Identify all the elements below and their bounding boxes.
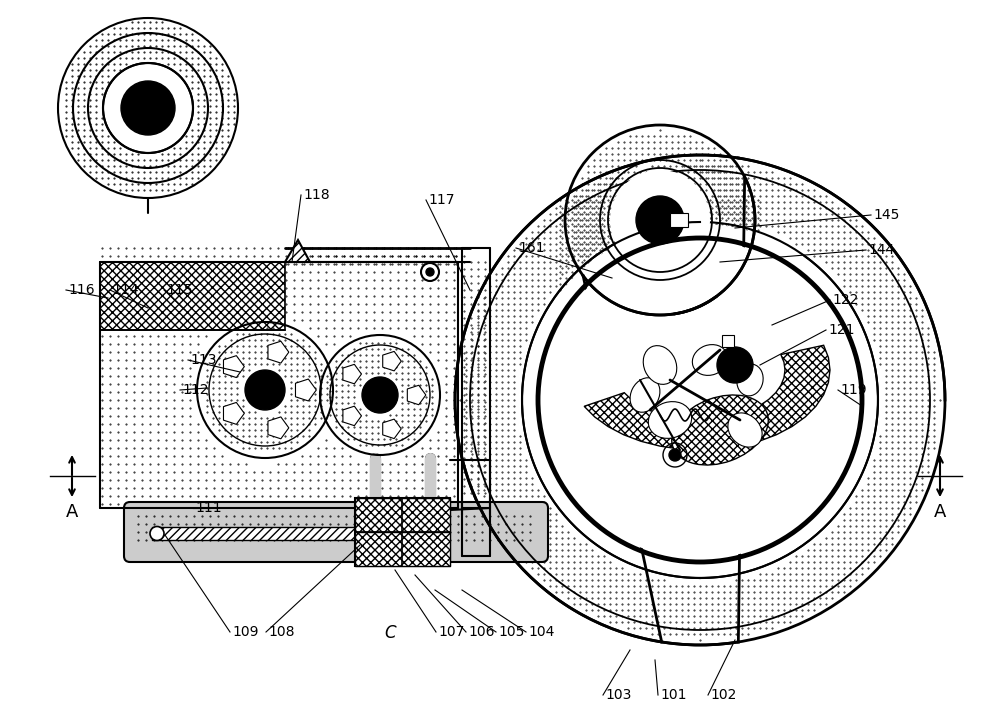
Ellipse shape [672,395,768,465]
Bar [152,527,362,540]
Bar [355,498,450,532]
Ellipse shape [692,345,728,375]
Polygon shape [295,379,316,401]
Text: 117: 117 [428,193,454,207]
Text: 106: 106 [468,625,494,639]
Circle shape [610,170,710,270]
Circle shape [524,224,876,576]
Text: 105: 105 [498,625,524,639]
Text: 107: 107 [438,625,464,639]
Ellipse shape [728,413,762,447]
Ellipse shape [737,364,763,396]
Text: 112: 112 [182,383,208,397]
Polygon shape [268,417,289,439]
Text: 119: 119 [840,383,867,397]
FancyBboxPatch shape [124,502,548,562]
Text: 102: 102 [710,688,736,702]
Circle shape [426,268,434,276]
Text: 121: 121 [828,323,854,337]
Circle shape [150,526,164,540]
Circle shape [362,377,398,413]
Text: 108: 108 [268,625,294,639]
Bar [100,262,285,330]
Text: 161: 161 [518,241,545,255]
Text: 109: 109 [232,625,258,639]
Circle shape [245,370,285,410]
Bar [722,335,734,347]
Polygon shape [343,364,361,384]
Text: 145: 145 [873,208,899,222]
Polygon shape [383,351,401,371]
Text: C: C [384,624,396,642]
Text: 101: 101 [660,688,686,702]
Circle shape [541,241,859,559]
Bar [355,498,450,566]
Text: 104: 104 [528,625,554,639]
Text: A: A [66,503,78,521]
Text: 116: 116 [68,283,95,297]
Text: 144: 144 [868,243,894,257]
Bar [355,532,450,566]
Polygon shape [343,406,361,425]
Polygon shape [383,419,401,439]
Text: 113: 113 [190,353,216,367]
Text: 111: 111 [195,501,222,515]
Circle shape [636,196,684,244]
Text: 115: 115 [166,283,192,297]
Ellipse shape [630,378,660,412]
Polygon shape [223,356,244,378]
Circle shape [103,63,193,153]
Circle shape [121,81,175,135]
Polygon shape [268,341,289,363]
Circle shape [717,347,753,383]
Text: 103: 103 [605,688,631,702]
Polygon shape [584,346,830,450]
Text: 122: 122 [832,293,858,307]
Ellipse shape [643,346,677,384]
Text: A: A [934,503,946,521]
Polygon shape [223,402,244,425]
Polygon shape [407,386,426,404]
Circle shape [421,263,439,281]
Text: 114: 114 [112,283,138,297]
Ellipse shape [648,401,692,439]
Polygon shape [285,240,310,262]
Circle shape [669,449,681,461]
Text: 118: 118 [303,188,330,202]
Bar [670,213,688,227]
